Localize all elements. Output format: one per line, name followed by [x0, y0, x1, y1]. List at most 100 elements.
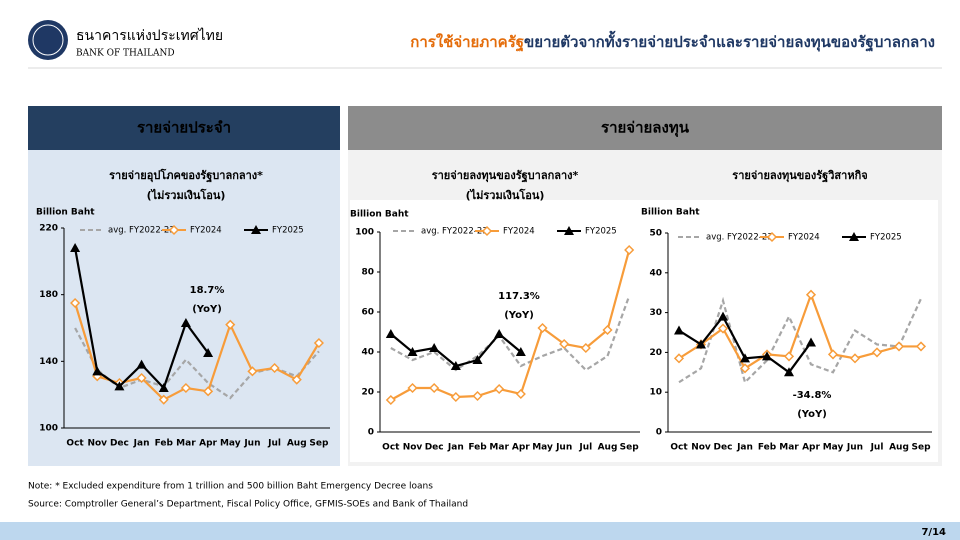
legend-marker: [168, 224, 180, 236]
y-tick-label: 80: [361, 268, 374, 278]
x-tick-label: Apr: [512, 443, 530, 453]
data-point: [407, 347, 418, 356]
data-point: [269, 362, 280, 374]
page-number: 7/14: [921, 527, 946, 538]
x-tick-label: Jan: [447, 443, 464, 453]
data-point: [385, 329, 396, 338]
x-tick-label: Oct: [382, 443, 400, 453]
y-tick-label: 30: [649, 308, 662, 318]
x-tick-label: Aug: [889, 443, 909, 453]
data-point: [180, 318, 191, 327]
y-tick-label: 50: [649, 229, 662, 239]
data-point: [158, 383, 169, 392]
x-tick-label: Apr: [802, 443, 820, 453]
bank-name-th: ธนาคารแห่งประเทศไทย: [76, 27, 223, 44]
y-axis-label: Billion Baht: [641, 208, 700, 218]
x-tick-label: Jul: [267, 439, 281, 449]
x-tick-label: Mar: [779, 443, 799, 453]
x-tick-label: Jan: [736, 443, 753, 453]
y-tick-label: 40: [649, 268, 662, 278]
data-point: [559, 338, 570, 350]
x-tick-label: Nov: [87, 439, 107, 449]
legend-label: FY2025: [272, 226, 304, 236]
bank-name-en: BANK OF THAILAND: [76, 49, 175, 59]
x-tick-label: May: [220, 439, 241, 449]
title-rest: ขยายตัวจากทั้งรายจ่ายประจำและรายจ่ายลงทุ…: [524, 30, 935, 52]
data-point: [806, 337, 816, 347]
data-point: [247, 366, 258, 377]
legend-marker: [251, 225, 261, 234]
annotation: -34.8%: [793, 390, 832, 401]
data-point: [203, 386, 214, 397]
data-point: [136, 359, 147, 369]
data-point: [673, 353, 685, 364]
data-point: [827, 349, 839, 360]
x-tick-label: Aug: [598, 443, 618, 453]
x-tick-label: May: [823, 443, 844, 453]
x-tick-label: Sep: [620, 443, 640, 453]
x-tick-label: Mar: [489, 443, 509, 453]
x-tick-label: Aug: [287, 439, 307, 449]
y-tick-label: 60: [361, 308, 374, 318]
data-point: [915, 341, 927, 352]
y-axis-label: Billion Baht: [36, 208, 95, 218]
legend-label: FY2024: [788, 233, 820, 243]
data-point: [762, 351, 772, 361]
y-tick-label: 100: [355, 228, 374, 238]
panel-title: รายจ่ายประจำ: [137, 119, 231, 137]
data-point: [871, 347, 883, 358]
y-tick-label: 140: [39, 357, 58, 367]
data-point: [291, 374, 302, 385]
data-point: [407, 382, 418, 394]
data-point: [849, 353, 861, 364]
y-tick-label: 0: [656, 428, 662, 438]
x-tick-label: Apr: [199, 439, 217, 449]
legend-label: avg. FY2022-23: [421, 227, 488, 237]
data-point: [70, 297, 81, 309]
annotation: 18.7%: [190, 285, 225, 296]
footer-band: [0, 522, 960, 540]
x-tick-label: Feb: [155, 439, 174, 449]
data-point: [515, 347, 526, 356]
slide-title: การใช้จ่ายภาครัฐขยายตัวจากทั้งรายจ่ายประ…: [410, 30, 935, 52]
chart-title: รายจ่ายลงทุนของรัฐบาลกลาง*: [432, 169, 579, 183]
x-tick-label: Dec: [714, 443, 733, 453]
data-point: [180, 382, 191, 394]
data-point: [225, 319, 236, 330]
data-point: [717, 323, 729, 334]
data-point: [537, 322, 548, 334]
logo: [28, 20, 68, 60]
x-tick-label: Mar: [176, 439, 196, 449]
data-point: [602, 324, 613, 336]
y-tick-label: 40: [361, 348, 374, 358]
data-point: [515, 388, 526, 400]
legend-label: avg. FY2022-23: [706, 233, 773, 243]
chart-subtitle: (ไม่รวมเงินโอน): [147, 188, 226, 202]
data-point: [624, 244, 635, 256]
y-tick-label: 0: [368, 428, 374, 438]
x-tick-label: Sep: [309, 439, 329, 449]
chart-title: รายจ่ายอุปโภคของรัฐบาลกลาง*: [109, 168, 263, 183]
series-line: [678, 296, 922, 385]
data-point: [136, 372, 147, 384]
title-highlight: การใช้จ่ายภาครัฐ: [410, 33, 524, 52]
x-tick-label: Oct: [670, 443, 688, 453]
chart-subtitle: (ไม่รวมเงินโอน): [466, 188, 545, 202]
chart-background: [640, 200, 938, 462]
x-tick-label: Jul: [870, 443, 884, 453]
legend-label: FY2025: [870, 233, 902, 243]
y-tick-label: 10: [649, 388, 662, 398]
data-point: [580, 342, 591, 354]
x-tick-label: Dec: [110, 439, 129, 449]
data-point: [739, 363, 751, 374]
y-tick-label: 20: [649, 348, 662, 358]
x-tick-label: Feb: [468, 443, 487, 453]
annotation: (YoY): [504, 310, 534, 321]
x-tick-label: Sep: [911, 443, 931, 453]
data-point: [203, 348, 214, 357]
source: Source: Comptroller General’s Department…: [28, 500, 468, 510]
data-point: [494, 329, 505, 338]
data-point: [450, 391, 461, 403]
legend-marker: [564, 226, 574, 235]
